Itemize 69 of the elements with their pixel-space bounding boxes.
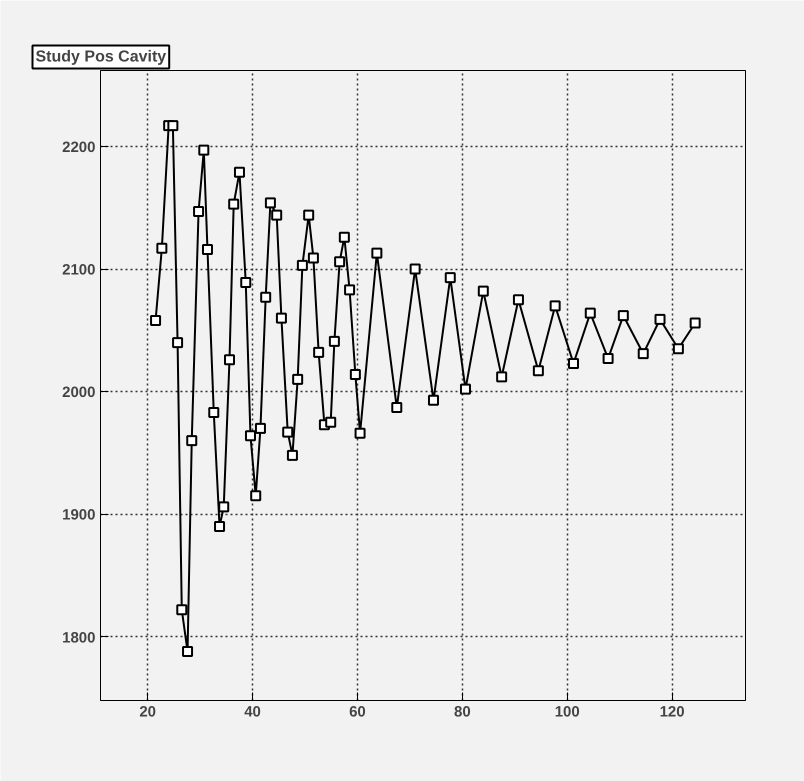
point	[672, 343, 684, 354]
point	[271, 210, 282, 221]
point	[186, 435, 198, 446]
point	[276, 312, 287, 324]
point	[176, 604, 188, 616]
point	[334, 256, 346, 268]
point	[654, 314, 666, 325]
point	[172, 337, 184, 348]
y-tick-label: 1800	[62, 629, 96, 646]
point	[208, 406, 220, 418]
x-tick-label: 100	[554, 704, 580, 720]
point	[512, 294, 524, 306]
x-tick-label: 40	[244, 704, 261, 720]
point	[410, 264, 421, 275]
point	[292, 374, 304, 385]
point	[264, 197, 276, 208]
point	[478, 286, 489, 297]
point	[234, 166, 245, 178]
point	[602, 353, 614, 364]
y-tick-label: 2200	[62, 138, 96, 156]
point	[167, 120, 178, 132]
point	[250, 490, 262, 502]
point	[532, 365, 544, 376]
point	[228, 198, 240, 210]
x-tick-label: 60	[349, 704, 366, 720]
point	[371, 248, 382, 259]
point	[308, 252, 319, 264]
point	[638, 348, 649, 360]
point	[224, 354, 235, 366]
point	[350, 368, 361, 380]
point	[202, 244, 213, 255]
point	[254, 422, 266, 434]
point	[282, 426, 294, 438]
y-tick-label: 2000	[62, 384, 96, 402]
point	[444, 272, 456, 284]
point	[260, 292, 272, 303]
point	[244, 430, 256, 442]
point	[214, 520, 226, 532]
point	[618, 310, 629, 322]
point	[428, 394, 439, 406]
point	[182, 646, 194, 657]
point	[496, 371, 508, 382]
point	[328, 336, 340, 347]
y-tick-label: 2100	[62, 262, 96, 279]
x-tick-label: 80	[454, 704, 471, 720]
point	[218, 501, 230, 512]
point	[568, 358, 579, 369]
point	[391, 402, 402, 414]
point	[156, 242, 168, 254]
point	[460, 384, 471, 395]
point	[198, 144, 210, 156]
point	[344, 284, 356, 296]
point	[550, 300, 561, 312]
point	[354, 428, 366, 439]
y-tick-label: 1900	[62, 506, 96, 524]
point	[303, 210, 314, 221]
point	[584, 308, 596, 319]
point	[193, 206, 204, 217]
x-tick-label: 120	[660, 704, 685, 720]
point	[690, 317, 701, 328]
point	[286, 450, 298, 461]
point	[296, 260, 308, 271]
point	[313, 346, 324, 358]
x-tick-label: 20	[139, 704, 156, 720]
point	[325, 416, 336, 428]
point	[240, 277, 252, 288]
chart-title: Study Pos Cavity	[36, 48, 166, 66]
point	[338, 232, 350, 243]
point	[150, 315, 162, 326]
